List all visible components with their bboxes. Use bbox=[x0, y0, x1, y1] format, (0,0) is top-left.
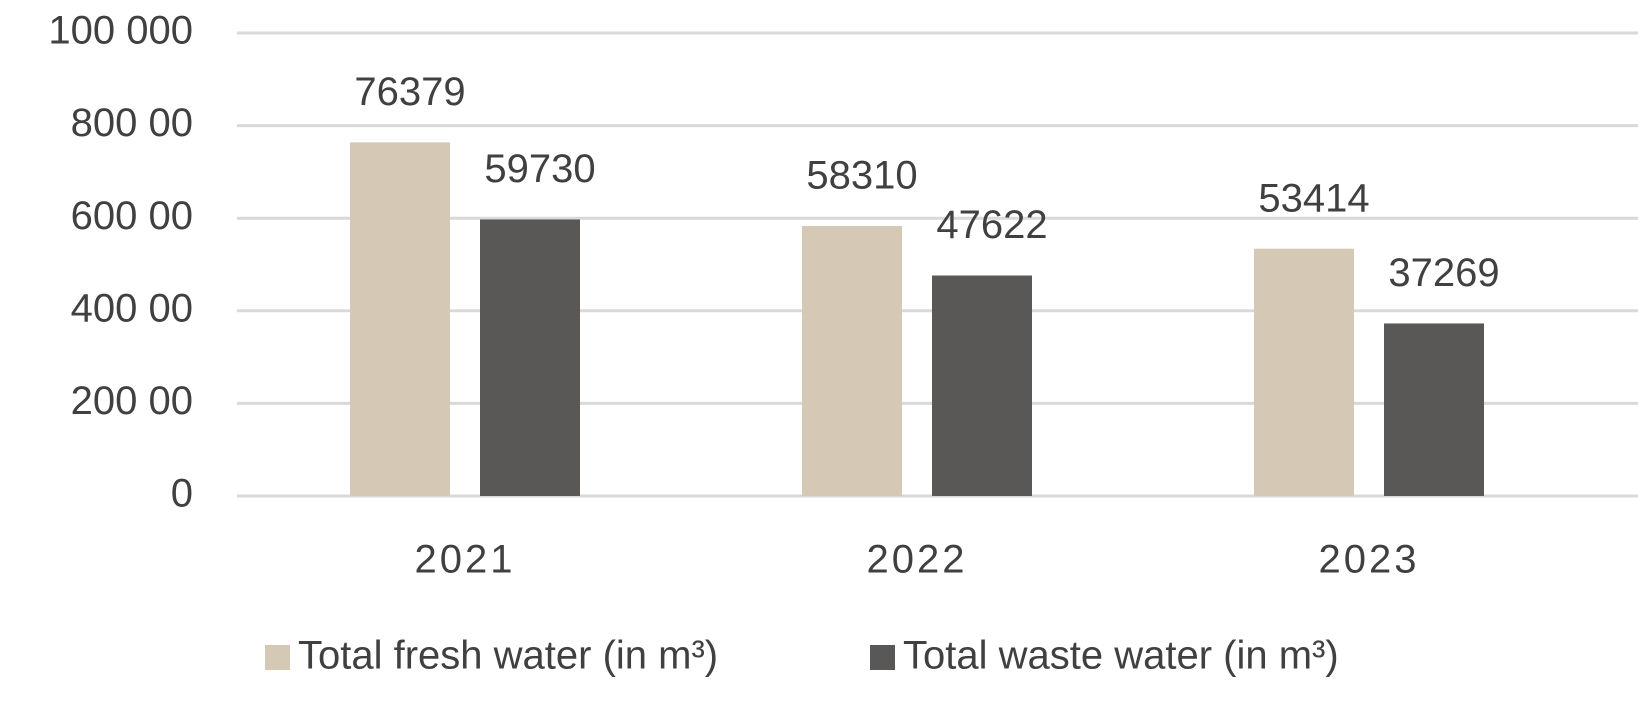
value-label: 76379 bbox=[354, 70, 465, 114]
bar bbox=[932, 275, 1032, 496]
y-tick-label: 800 00 bbox=[71, 101, 193, 145]
bar bbox=[350, 142, 450, 496]
value-label: 47622 bbox=[936, 203, 1047, 247]
legend-swatch bbox=[870, 645, 895, 670]
value-label: 58310 bbox=[806, 154, 917, 198]
value-label: 59730 bbox=[484, 147, 595, 191]
x-tick-label: 2022 bbox=[867, 538, 968, 582]
bar bbox=[480, 219, 580, 496]
legend-label: Total fresh water (in m³) bbox=[298, 634, 718, 678]
value-label: 53414 bbox=[1258, 176, 1369, 220]
legend-swatch bbox=[265, 645, 290, 670]
value-label: 37269 bbox=[1388, 251, 1499, 295]
y-tick-label: 600 00 bbox=[71, 194, 193, 238]
bar bbox=[1254, 248, 1354, 496]
x-tick-label: 2023 bbox=[1319, 538, 1420, 582]
y-tick-label: 0 bbox=[171, 472, 193, 516]
y-tick-label: 400 00 bbox=[71, 286, 193, 330]
y-tick-label: 200 00 bbox=[71, 379, 193, 423]
y-tick-label: 100 000 bbox=[48, 9, 193, 53]
bar bbox=[802, 226, 902, 496]
legend-label: Total waste water (in m³) bbox=[903, 634, 1339, 678]
x-tick-label: 2021 bbox=[415, 538, 516, 582]
bar bbox=[1384, 323, 1484, 496]
